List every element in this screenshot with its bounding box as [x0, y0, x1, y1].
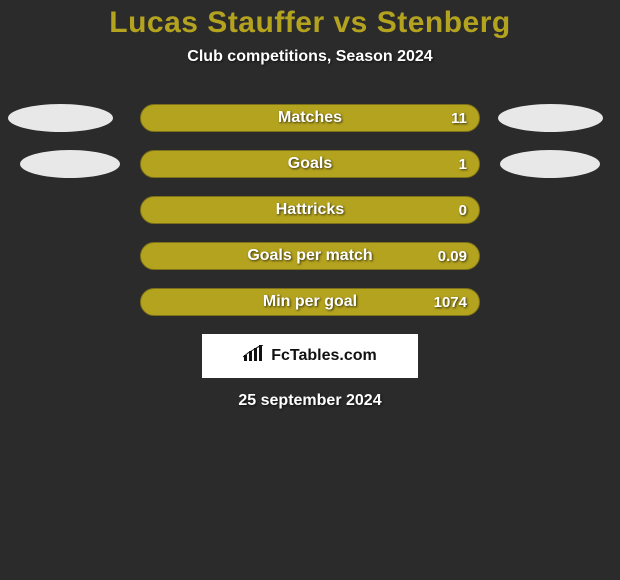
stat-bar: Min per goal 1074	[140, 288, 480, 316]
stat-value: 1	[459, 156, 467, 173]
comparison-card: Lucas Stauffer vs Stenberg Club competit…	[0, 0, 620, 410]
date-text: 25 september 2024	[0, 392, 620, 410]
stat-row: Goals 1	[0, 150, 620, 178]
stat-value: 11	[451, 110, 467, 127]
page-title: Lucas Stauffer vs Stenberg	[0, 6, 620, 40]
stats-rows: Matches 11 Goals 1 Hattricks 0 Goals per…	[0, 104, 620, 316]
stat-label: Matches	[141, 109, 479, 127]
stat-label: Goals per match	[141, 247, 479, 265]
stat-value: 1074	[434, 294, 467, 311]
brand-text: FcTables.com	[271, 347, 377, 365]
stat-label: Min per goal	[141, 293, 479, 311]
bar-chart-icon	[243, 345, 265, 368]
stat-row: Goals per match 0.09	[0, 242, 620, 270]
stat-row: Matches 11	[0, 104, 620, 132]
brand-footer[interactable]: FcTables.com	[202, 334, 418, 378]
stat-row: Min per goal 1074	[0, 288, 620, 316]
stat-bar: Matches 11	[140, 104, 480, 132]
stat-value: 0	[459, 202, 467, 219]
stat-row: Hattricks 0	[0, 196, 620, 224]
stat-bar: Goals 1	[140, 150, 480, 178]
stat-bar: Hattricks 0	[140, 196, 480, 224]
stat-label: Hattricks	[141, 201, 479, 219]
stat-bar: Goals per match 0.09	[140, 242, 480, 270]
stat-label: Goals	[141, 155, 479, 173]
subtitle: Club competitions, Season 2024	[0, 48, 620, 66]
stat-value: 0.09	[438, 248, 467, 265]
